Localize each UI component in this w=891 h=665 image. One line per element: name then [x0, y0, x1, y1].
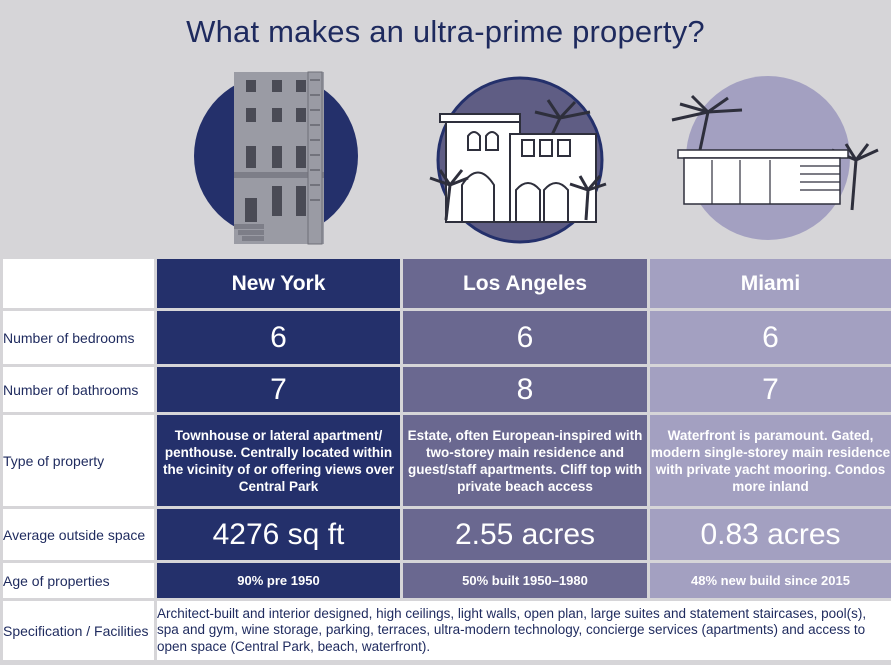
- cell-value: 90% pre 1950: [154, 560, 403, 601]
- row-label-specification: Specification / Facilities: [0, 598, 157, 663]
- table-row: Type of property Townhouse or lateral ap…: [0, 412, 891, 509]
- comparison-table: New York Los Angeles Miami Number of bed…: [0, 256, 891, 663]
- column-header-miami: Miami: [647, 256, 891, 311]
- cell-value: Townhouse or lateral apartment/ penthous…: [154, 412, 403, 509]
- table-row: Average outside space 4276 sq ft 2.55 ac…: [0, 506, 891, 563]
- table-row: Number of bedrooms 6 6 6: [0, 308, 891, 367]
- townhouse-icon: [194, 71, 358, 245]
- cell-value: 2.55 acres: [400, 506, 650, 563]
- cell-value: 48% new build since 2015: [647, 560, 891, 601]
- cell-value: 0.83 acres: [647, 506, 891, 563]
- cell-value: 7: [154, 364, 403, 415]
- column-header-los-angeles: Los Angeles: [400, 256, 650, 311]
- cell-value: Estate, often European-inspired with two…: [400, 412, 650, 509]
- header-row: New York Los Angeles Miami: [0, 256, 891, 311]
- cell-value: 6: [400, 308, 650, 367]
- waterfront-house-icon: [671, 76, 879, 240]
- row-label-type: Type of property: [0, 412, 157, 509]
- estate-villa-icon: [429, 76, 607, 244]
- cell-value: 6: [647, 308, 891, 367]
- table-row: Specification / Facilities Architect-bui…: [0, 598, 891, 663]
- column-header-new-york: New York: [154, 256, 403, 311]
- header-corner: [0, 256, 157, 311]
- row-label-bathrooms: Number of bathrooms: [0, 364, 157, 415]
- cell-value: 7: [647, 364, 891, 415]
- cell-value: 50% built 1950–1980: [400, 560, 650, 601]
- illustrations: [194, 71, 879, 245]
- page-title: What makes an ultra-prime property?: [186, 14, 705, 49]
- table-row: Age of properties 90% pre 1950 50% built…: [0, 560, 891, 601]
- specification-text: Architect-built and interior designed, h…: [154, 598, 891, 663]
- cell-value: 4276 sq ft: [154, 506, 403, 563]
- table-row: Number of bathrooms 7 8 7: [0, 364, 891, 415]
- cell-value: Waterfront is paramount. Gated, modern s…: [647, 412, 891, 509]
- row-label-age: Age of properties: [0, 560, 157, 601]
- row-label-bedrooms: Number of bedrooms: [0, 308, 157, 367]
- row-label-outside-space: Average outside space: [0, 506, 157, 563]
- cell-value: 8: [400, 364, 650, 415]
- cell-value: 6: [154, 308, 403, 367]
